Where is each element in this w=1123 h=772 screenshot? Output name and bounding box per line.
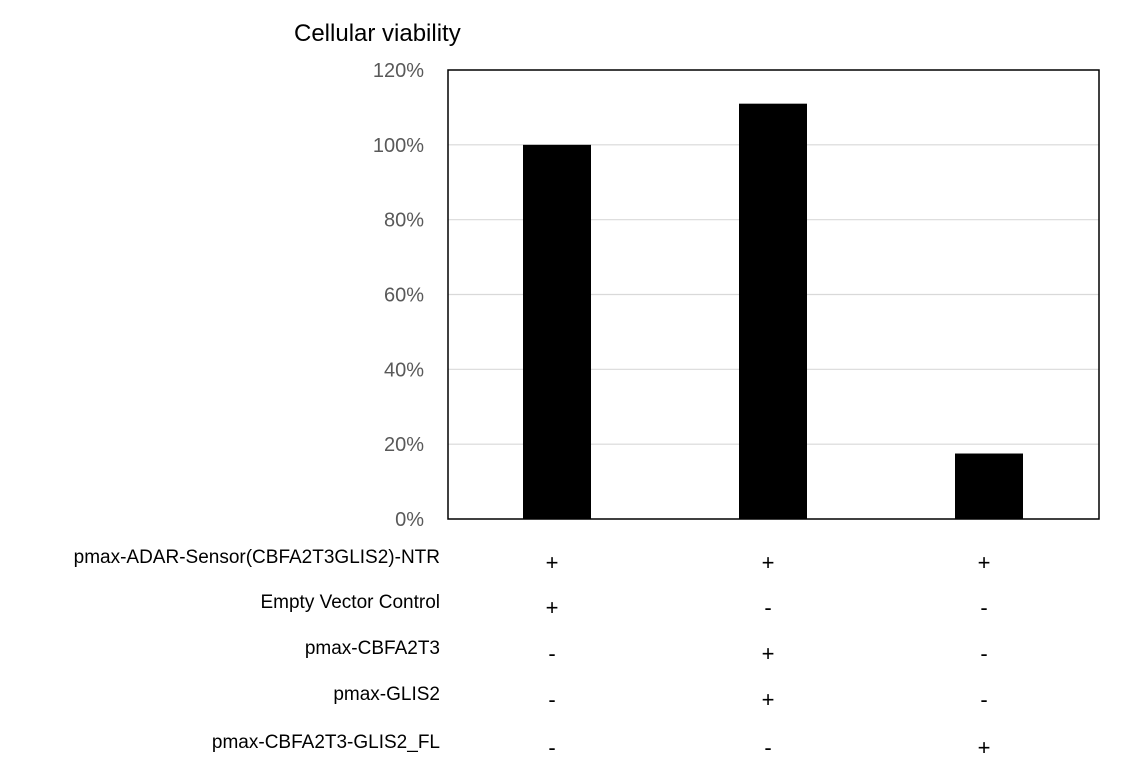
condition-label: pmax-ADAR-Sensor(CBFA2T3GLIS2)-NTR bbox=[74, 547, 440, 568]
plus-sign: + bbox=[762, 550, 775, 575]
minus-sign: - bbox=[980, 641, 987, 666]
y-tick-label: 120% bbox=[373, 60, 424, 82]
y-tick-label: 20% bbox=[384, 434, 424, 456]
y-tick-label: 40% bbox=[384, 359, 424, 381]
minus-sign: - bbox=[548, 687, 555, 712]
plus-sign: + bbox=[978, 735, 991, 760]
condition-label: pmax-GLIS2 bbox=[333, 684, 440, 705]
minus-sign: - bbox=[548, 641, 555, 666]
minus-sign: - bbox=[764, 595, 771, 620]
bars bbox=[523, 103, 1023, 520]
bar bbox=[523, 144, 591, 520]
y-tick-label: 100% bbox=[373, 135, 424, 157]
chart-title: Cellular viability bbox=[294, 20, 461, 47]
plus-sign: + bbox=[762, 687, 775, 712]
plus-sign: + bbox=[978, 550, 991, 575]
bar bbox=[955, 453, 1023, 519]
condition-label: Empty Vector Control bbox=[260, 592, 440, 613]
y-tick-label: 0% bbox=[395, 509, 424, 531]
bar bbox=[739, 103, 807, 520]
y-axis-ticks: 0% 20% 40% 60% 80% 100% 120% bbox=[373, 60, 424, 531]
minus-sign: - bbox=[548, 735, 555, 760]
plus-sign: + bbox=[762, 641, 775, 666]
minus-sign: - bbox=[764, 735, 771, 760]
minus-sign: - bbox=[980, 687, 987, 712]
y-tick-label: 60% bbox=[384, 285, 424, 307]
plot-frame bbox=[447, 69, 1100, 520]
condition-label: pmax-CBFA2T3 bbox=[305, 638, 440, 659]
condition-table: pmax-ADAR-Sensor(CBFA2T3GLIS2)-NTR + + + Emp… bbox=[74, 547, 991, 760]
plus-sign: + bbox=[546, 550, 559, 575]
y-tick-label: 80% bbox=[384, 210, 424, 232]
minus-sign: - bbox=[980, 595, 987, 620]
condition-label: pmax-CBFA2T3-GLIS2_FL bbox=[212, 732, 440, 753]
plus-sign: + bbox=[546, 595, 559, 620]
